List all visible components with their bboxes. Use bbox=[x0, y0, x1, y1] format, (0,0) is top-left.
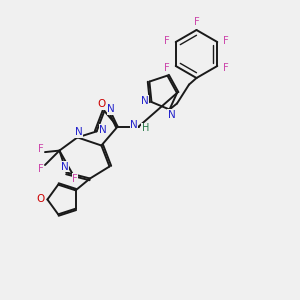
Text: F: F bbox=[164, 62, 170, 73]
Text: N: N bbox=[61, 161, 69, 172]
Text: H: H bbox=[142, 123, 149, 133]
Text: O: O bbox=[37, 194, 45, 205]
Text: N: N bbox=[107, 104, 115, 115]
Text: N: N bbox=[75, 127, 83, 137]
Text: N: N bbox=[141, 95, 149, 106]
Text: N: N bbox=[99, 125, 107, 135]
Text: F: F bbox=[223, 62, 229, 73]
Text: F: F bbox=[38, 143, 44, 154]
Text: F: F bbox=[38, 164, 44, 175]
Text: O: O bbox=[98, 99, 106, 110]
Text: F: F bbox=[194, 16, 200, 27]
Text: N: N bbox=[130, 120, 138, 130]
Text: F: F bbox=[223, 35, 229, 46]
Text: F: F bbox=[72, 173, 78, 184]
Text: N: N bbox=[168, 110, 176, 120]
Text: F: F bbox=[164, 35, 170, 46]
